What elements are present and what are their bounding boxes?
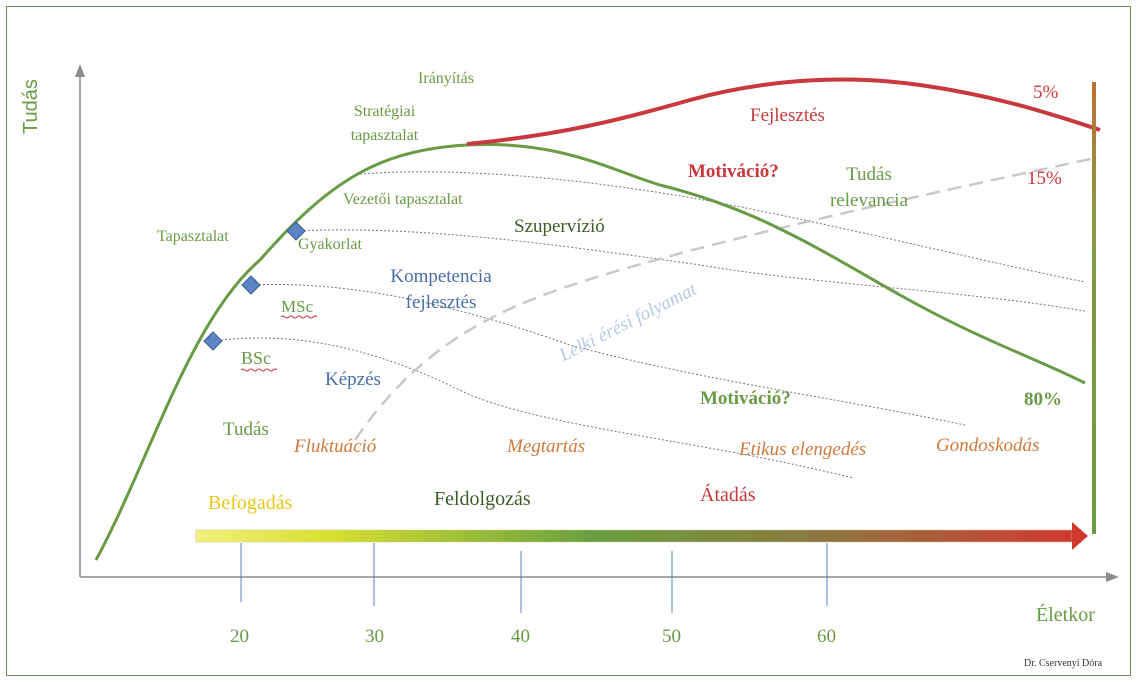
label-pct-5: 5% xyxy=(1033,82,1059,103)
msc-diamond-marker xyxy=(241,275,261,295)
label-pct-15: 15% xyxy=(1027,168,1062,189)
development-curve xyxy=(466,77,1101,146)
label-pct-80: 80% xyxy=(1024,389,1062,410)
x-tick-50: 50 xyxy=(662,626,681,647)
label-feldolgozas: Feldolgozás xyxy=(434,488,531,510)
label-gondoskodas: Gondoskodás xyxy=(936,435,1040,456)
label-gyakorlat: Gyakorlat xyxy=(298,236,362,253)
label-etikus: Etikus elengedés xyxy=(739,439,867,460)
msc-dotted-curve xyxy=(250,283,966,426)
gyakorlat-diamond-marker xyxy=(286,221,306,241)
label-tudas-relevancia: Tudás relevancia xyxy=(829,164,909,211)
x-tick-60: 60 xyxy=(817,626,836,647)
label-tudas: Tudás xyxy=(223,419,269,440)
x-tick-40: 40 xyxy=(511,626,530,647)
x-tick-30: 30 xyxy=(365,626,384,647)
label-atadas: Átadás xyxy=(700,484,756,506)
label-strategiai: Stratégiai tapasztalat xyxy=(350,103,419,144)
process-arrow-head xyxy=(1072,522,1088,550)
label-kepzes: Képzés xyxy=(325,369,381,390)
right-vertical-bar xyxy=(1092,82,1096,534)
label-msc: MSc xyxy=(281,297,314,316)
x-axis-arrow xyxy=(1106,572,1119,582)
author-credit: Dr. Cservenyi Dóra xyxy=(1024,658,1103,669)
lelki-dashed-curve xyxy=(353,156,1096,441)
label-fluktuacio: Fluktuáció xyxy=(294,436,377,457)
x-tick-20: 20 xyxy=(230,626,249,647)
label-motivacio-top: Motiváció? xyxy=(688,161,779,182)
bsc-squiggle xyxy=(240,368,278,372)
label-kompetencia: Kompetencia fejlesztés xyxy=(390,266,492,313)
gyakorlat-dotted-curve xyxy=(295,229,1086,312)
label-megtartas: Megtartás xyxy=(507,436,586,457)
bsc-diamond-marker xyxy=(203,331,223,351)
process-arrow-body xyxy=(195,529,1073,543)
diagram-frame xyxy=(6,6,1131,676)
label-iranyitas: Irányítás xyxy=(418,70,474,87)
label-motivacio-bottom: Motiváció? xyxy=(700,388,791,409)
label-bsc: BSc xyxy=(241,348,272,368)
vezetoi-dotted-curve xyxy=(359,171,1086,283)
label-szupervizio: Szupervízió xyxy=(514,216,605,237)
y-axis-arrow xyxy=(75,64,85,77)
label-vezetoi: Vezetői tapasztalat xyxy=(343,191,463,208)
msc-squiggle xyxy=(280,315,318,319)
label-tapasztalat: Tapasztalat xyxy=(157,228,229,245)
y-axis-label: Tudás xyxy=(20,79,42,134)
label-befogadas: Befogadás xyxy=(208,492,293,514)
knowledge-curve xyxy=(94,142,1086,561)
x-axis-label: Életkor xyxy=(1036,604,1095,626)
label-fejlesztes: Fejlesztés xyxy=(750,105,825,126)
